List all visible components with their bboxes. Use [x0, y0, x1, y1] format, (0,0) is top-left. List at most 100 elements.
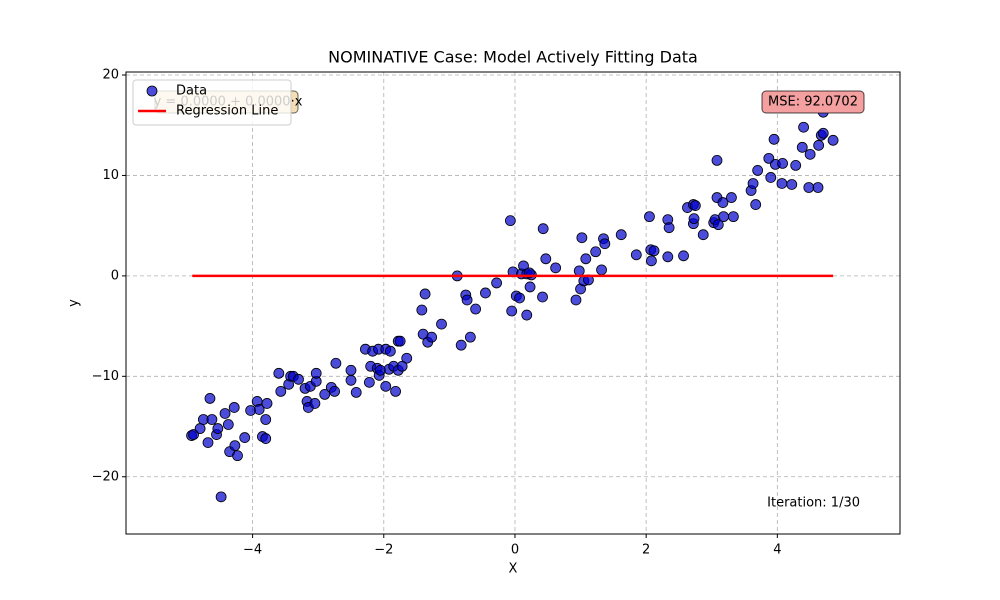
data-point [570, 294, 582, 306]
data-point [827, 134, 839, 146]
data-point [817, 127, 829, 139]
data-point [345, 364, 357, 376]
x-axis-label: X [509, 562, 518, 577]
data-point [384, 345, 396, 357]
data-point [261, 398, 273, 409]
y-tick-label: 20 [102, 68, 119, 83]
data-point [514, 292, 525, 304]
mse-text: MSE: 92.0702 [768, 95, 858, 110]
data-point [275, 385, 287, 397]
data-point [790, 160, 802, 171]
data-point [573, 265, 585, 277]
data-point [524, 281, 536, 293]
data-point [426, 331, 438, 343]
data-point [194, 423, 206, 434]
data-point [232, 450, 243, 462]
data-point [293, 373, 304, 385]
data-point [239, 432, 251, 443]
x-tick-label: 0 [511, 543, 519, 558]
data-point [260, 414, 272, 425]
data-point [726, 192, 737, 203]
data-point [678, 250, 689, 262]
data-point [662, 251, 674, 263]
y-tick-label: 0 [111, 268, 119, 283]
data-point [596, 264, 607, 276]
data-point [470, 303, 482, 315]
x-tick-label: 2 [642, 543, 650, 558]
x-tick-label: −4 [243, 543, 262, 558]
data-point [576, 232, 588, 244]
data-point [419, 288, 431, 300]
data-point [253, 404, 265, 415]
data-point [615, 229, 627, 241]
data-point [204, 393, 216, 404]
data-point [776, 178, 788, 189]
data-point [229, 440, 241, 452]
data-point [750, 199, 762, 210]
data-point [436, 318, 447, 330]
y-axis-label: y [67, 299, 82, 307]
data-point [712, 219, 724, 231]
data-point [689, 200, 701, 211]
data-point [260, 433, 272, 444]
mse-box [761, 90, 865, 114]
data-point [717, 197, 729, 208]
data-point [222, 419, 234, 430]
data-point [777, 157, 788, 169]
data-point [202, 437, 214, 449]
data-point [646, 255, 657, 267]
data-point [416, 304, 428, 316]
y-tick-label: −10 [92, 369, 119, 384]
data-point [461, 294, 473, 306]
data-point [329, 385, 340, 397]
data-point [350, 386, 362, 398]
data-point [711, 154, 723, 166]
data-point [804, 148, 816, 160]
data-point [212, 423, 224, 434]
y-tick-label: −20 [92, 469, 119, 484]
data-point [206, 414, 218, 425]
data-point [812, 182, 824, 193]
data-point [480, 287, 491, 299]
data-point [813, 139, 825, 151]
chart-title: NOMINATIVE Case: Model Actively Fitting … [328, 48, 698, 67]
data-point [464, 331, 476, 343]
data-point [765, 172, 777, 183]
y-tick-label: 10 [102, 168, 119, 183]
data-point [380, 380, 392, 392]
data-point [319, 388, 331, 400]
data-point [310, 367, 322, 379]
data-point [396, 360, 408, 372]
data-point [228, 402, 240, 413]
legend-box [132, 79, 292, 126]
data-point [394, 335, 406, 347]
data-point [796, 141, 808, 153]
data-point [390, 385, 401, 397]
data-point [455, 339, 467, 351]
legend-label: Regression Line [176, 104, 278, 119]
data-point [219, 408, 231, 419]
data-point [803, 182, 815, 193]
data-point [644, 211, 655, 223]
data-point [747, 178, 759, 189]
data-point [688, 213, 700, 225]
data-point [309, 398, 321, 409]
data-point [521, 309, 533, 321]
data-point [504, 215, 516, 227]
data-point [273, 367, 285, 379]
data-point [537, 291, 548, 303]
data-point [345, 374, 357, 386]
data-point [718, 211, 729, 223]
iteration-text: Iteration: 1/30 [767, 496, 860, 511]
legend-label: Data [176, 84, 207, 99]
data-point [540, 253, 552, 265]
plot-area [186, 106, 839, 503]
x-tick-label: 4 [773, 543, 781, 558]
data-point [768, 133, 780, 145]
x-tick-label: −2 [374, 543, 393, 558]
data-point [727, 211, 739, 223]
data-point [648, 245, 660, 257]
data-point [215, 491, 227, 503]
